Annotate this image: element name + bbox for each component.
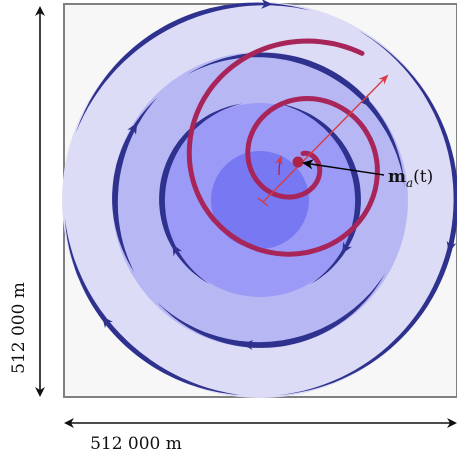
inner-arrowhead-right-icon [342,241,352,254]
middle-arc-bottom [157,272,386,348]
horizontal-dimension-label: 512 000 m [90,434,182,454]
outer-arrowhead-right-icon [446,240,457,253]
circulation-arrows [64,0,457,396]
axis-tick [257,197,269,207]
annotation-arrow [302,159,385,176]
vertical-dimension-label: 512 000 m [9,282,29,374]
middle-arrowhead-bottom-icon [241,339,254,350]
annotation-label: ma(t) [388,167,433,190]
outer-arrowhead-bottom-left-icon [102,316,113,329]
axis-arrow [262,74,389,203]
annotation-bold: m [388,167,406,187]
spiral-trajectory [186,38,380,257]
rotation-indicator-icon [274,155,283,176]
outer-arrowhead-top-icon [261,0,273,9]
middle-arc-top-right [187,52,405,188]
middle-arrowhead-right-icon [360,95,372,108]
inner-arrowhead-left-icon [172,244,183,257]
annotation-argument: (t) [413,167,433,187]
middle-arrowhead-left-icon [127,122,138,135]
center-marker [292,156,304,168]
annotation-subscript: a [406,176,413,190]
